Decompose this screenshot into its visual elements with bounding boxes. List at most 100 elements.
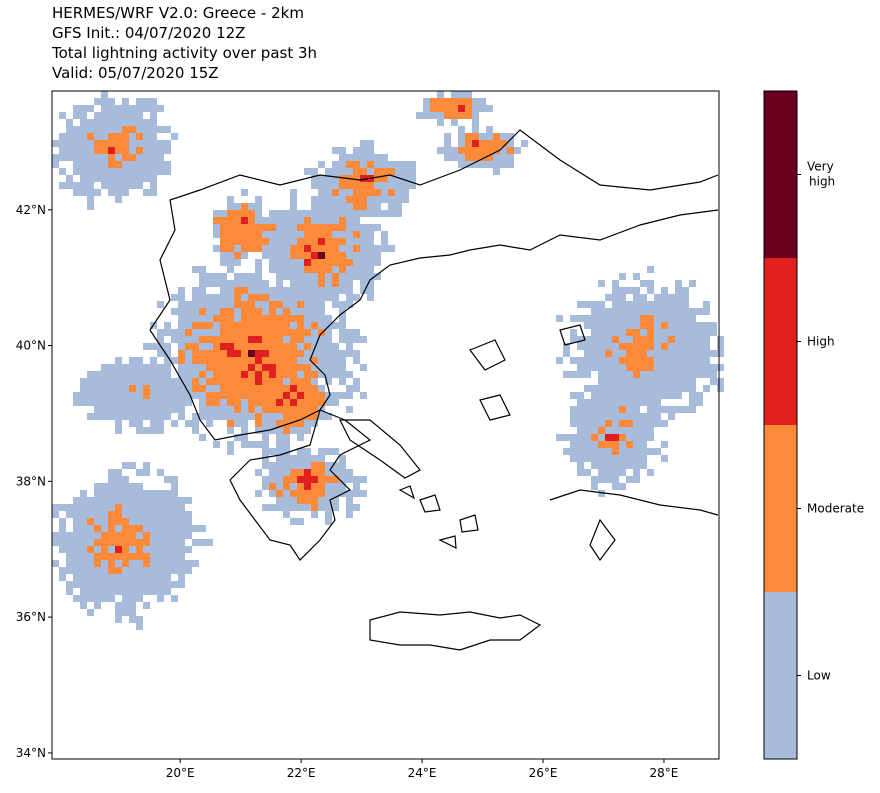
lightning-cell [108, 154, 115, 161]
lightning-cell [346, 294, 353, 301]
lightning-cell [318, 315, 325, 322]
lightning-cell [500, 140, 507, 147]
lightning-cell [402, 175, 409, 182]
lightning-cell [255, 378, 262, 385]
lightning-cell [570, 371, 577, 378]
lightning-cell [402, 182, 409, 189]
lightning-cell [241, 294, 248, 301]
lightning-cell [290, 224, 297, 231]
lightning-cell [94, 504, 101, 511]
lightning-cell [94, 175, 101, 182]
lightning-cell [87, 182, 94, 189]
lightning-cell [318, 455, 325, 462]
lightning-cell [94, 371, 101, 378]
lightning-cell [136, 497, 143, 504]
lightning-cell [115, 546, 122, 553]
lightning-cell [80, 539, 87, 546]
lightning-cell [437, 119, 444, 126]
lightning-cell [339, 462, 346, 469]
lightning-cell [304, 266, 311, 273]
lightning-cell [122, 560, 129, 567]
lightning-cell [115, 105, 122, 112]
lightning-cell [696, 350, 703, 357]
lightning-cell [661, 343, 668, 350]
lightning-cell [101, 511, 108, 518]
lightning-cell [143, 525, 150, 532]
lightning-cell [115, 581, 122, 588]
lightning-cell [115, 560, 122, 567]
lightning-cell [115, 574, 122, 581]
lightning-cell [171, 357, 178, 364]
lightning-cell [171, 595, 178, 602]
lightning-cell [325, 343, 332, 350]
lightning-cell [192, 385, 199, 392]
lightning-cell [381, 182, 388, 189]
lightning-cell [297, 434, 304, 441]
lightning-cell [73, 154, 80, 161]
lightning-cell [178, 539, 185, 546]
lightning-cell [150, 385, 157, 392]
colorbar-label: High [807, 335, 835, 349]
lightning-cell [234, 245, 241, 252]
lightning-cell [220, 343, 227, 350]
lightning-cell [402, 196, 409, 203]
lightning-cell [59, 154, 66, 161]
lightning-cell [612, 441, 619, 448]
lightning-cell [192, 329, 199, 336]
lightning-cell [136, 357, 143, 364]
lightning-cell [381, 168, 388, 175]
lightning-cell [318, 175, 325, 182]
lightning-cell [171, 399, 178, 406]
lightning-cell [262, 357, 269, 364]
lightning-cell [220, 231, 227, 238]
lightning-cell [346, 266, 353, 273]
lightning-cell [696, 392, 703, 399]
lightning-cell [640, 350, 647, 357]
lightning-cell [150, 490, 157, 497]
lightning-cell [339, 210, 346, 217]
lightning-cell [129, 154, 136, 161]
lightning-cell [682, 385, 689, 392]
lightning-cell [283, 441, 290, 448]
lightning-cell [346, 343, 353, 350]
lightning-cell [185, 420, 192, 427]
lightning-cell [339, 147, 346, 154]
lightning-cell [353, 378, 360, 385]
lightning-cell [311, 357, 318, 364]
lightning-cell [115, 483, 122, 490]
lightning-cell [717, 364, 724, 371]
colorbar-label: Very high [807, 160, 835, 189]
lightning-cell [108, 497, 115, 504]
lightning-cell [290, 336, 297, 343]
lightning-cell [192, 357, 199, 364]
lightning-cell [311, 322, 318, 329]
lightning-cell [234, 217, 241, 224]
lightning-cell [66, 581, 73, 588]
lightning-cell [241, 224, 248, 231]
lightning-cell [101, 560, 108, 567]
lightning-cell [143, 105, 150, 112]
lightning-cell [598, 301, 605, 308]
lightning-cell [220, 392, 227, 399]
lightning-cell [283, 287, 290, 294]
lightning-cell [94, 581, 101, 588]
lightning-cell [661, 308, 668, 315]
lightning-cell [136, 539, 143, 546]
lightning-cell [80, 147, 87, 154]
lightning-cell [66, 553, 73, 560]
lightning-cell [570, 434, 577, 441]
lightning-cell [332, 490, 339, 497]
lightning-cell [339, 350, 346, 357]
lightning-cell [206, 357, 213, 364]
lightning-cell [367, 140, 374, 147]
lightning-cell [311, 364, 318, 371]
lightning-cell [661, 441, 668, 448]
lightning-cell [115, 161, 122, 168]
lightning-cell [346, 168, 353, 175]
lightning-cell [143, 343, 150, 350]
lightning-cell [143, 140, 150, 147]
lightning-cell [73, 504, 80, 511]
lightning-cell [115, 616, 122, 623]
lightning-cell [115, 399, 122, 406]
lightning-cell [178, 406, 185, 413]
